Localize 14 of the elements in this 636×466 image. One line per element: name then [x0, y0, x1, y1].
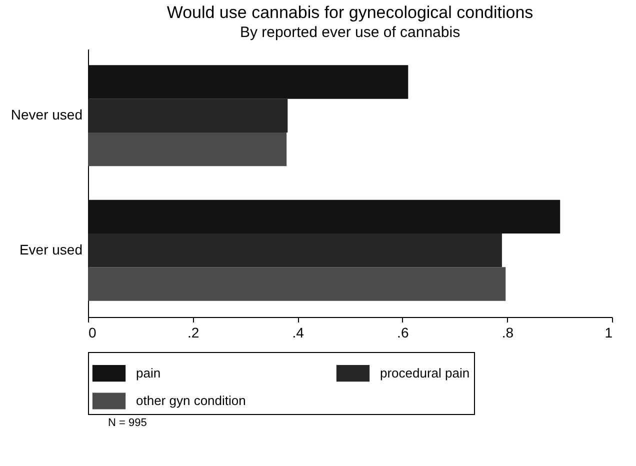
chart-title: Would use cannabis for gynecological conditions — [166, 3, 534, 22]
chart-subtitle: By reported ever use of cannabis — [240, 24, 460, 41]
legend-label: procedural pain — [380, 365, 470, 380]
x-tick-label: 1 — [604, 324, 613, 340]
x-tick-label: .8 — [502, 324, 514, 340]
legend-label: pain — [136, 365, 161, 380]
y-tick-label: Ever used — [19, 241, 82, 258]
x-tick-label: .4 — [292, 324, 304, 340]
y-tick-label: Never used — [10, 106, 82, 123]
legend-label: other gyn condition — [136, 393, 246, 408]
x-tick-label: 0 — [88, 324, 96, 340]
x-tick-label: .2 — [187, 324, 200, 340]
x-tick-label: .6 — [397, 324, 409, 340]
text: N = 995 — [108, 417, 148, 430]
